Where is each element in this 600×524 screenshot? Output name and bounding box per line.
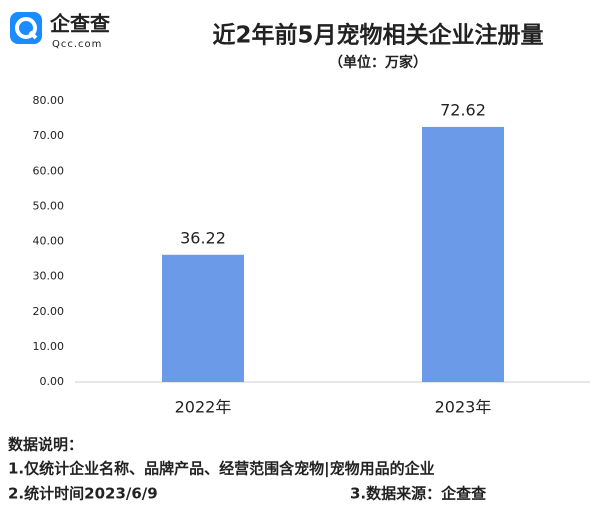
y-tick-label: 60.00 xyxy=(33,164,65,177)
x-tick-label: 2022年 xyxy=(175,398,232,417)
value-label: 36.22 xyxy=(180,228,226,247)
note: 3.数据来源：企查查 xyxy=(350,485,487,503)
logo-q-tail xyxy=(28,30,38,40)
y-tick-label: 0.00 xyxy=(40,375,65,388)
value-label: 72.62 xyxy=(440,100,486,119)
logo-domain: Qcc.com xyxy=(52,39,102,50)
notes-heading: 数据说明： xyxy=(8,436,83,454)
chart-subtitle: （单位：万家） xyxy=(329,54,427,71)
logo-name: 企查查 xyxy=(49,12,110,36)
y-tick-label: 20.00 xyxy=(33,305,65,318)
x-tick-label: 2023年 xyxy=(435,398,492,417)
note: 1.仅统计企业名称、品牌产品、经营范围含宠物|宠物用品的企业 xyxy=(8,460,435,479)
logo-q xyxy=(15,17,37,39)
y-tick-label: 80.00 xyxy=(33,94,65,107)
y-tick-label: 70.00 xyxy=(33,129,65,142)
y-tick-label: 40.00 xyxy=(33,235,65,248)
bar xyxy=(162,254,244,382)
chart-title: 近2年前5月宠物相关企业注册量 xyxy=(212,22,543,49)
logo-icon xyxy=(10,12,42,44)
bar xyxy=(422,126,504,383)
y-tick-label: 30.00 xyxy=(33,270,65,283)
y-tick-label: 10.00 xyxy=(33,340,65,353)
y-tick-label: 50.00 xyxy=(33,199,65,212)
note: 2.统计时间2023/6/9 xyxy=(8,485,158,503)
